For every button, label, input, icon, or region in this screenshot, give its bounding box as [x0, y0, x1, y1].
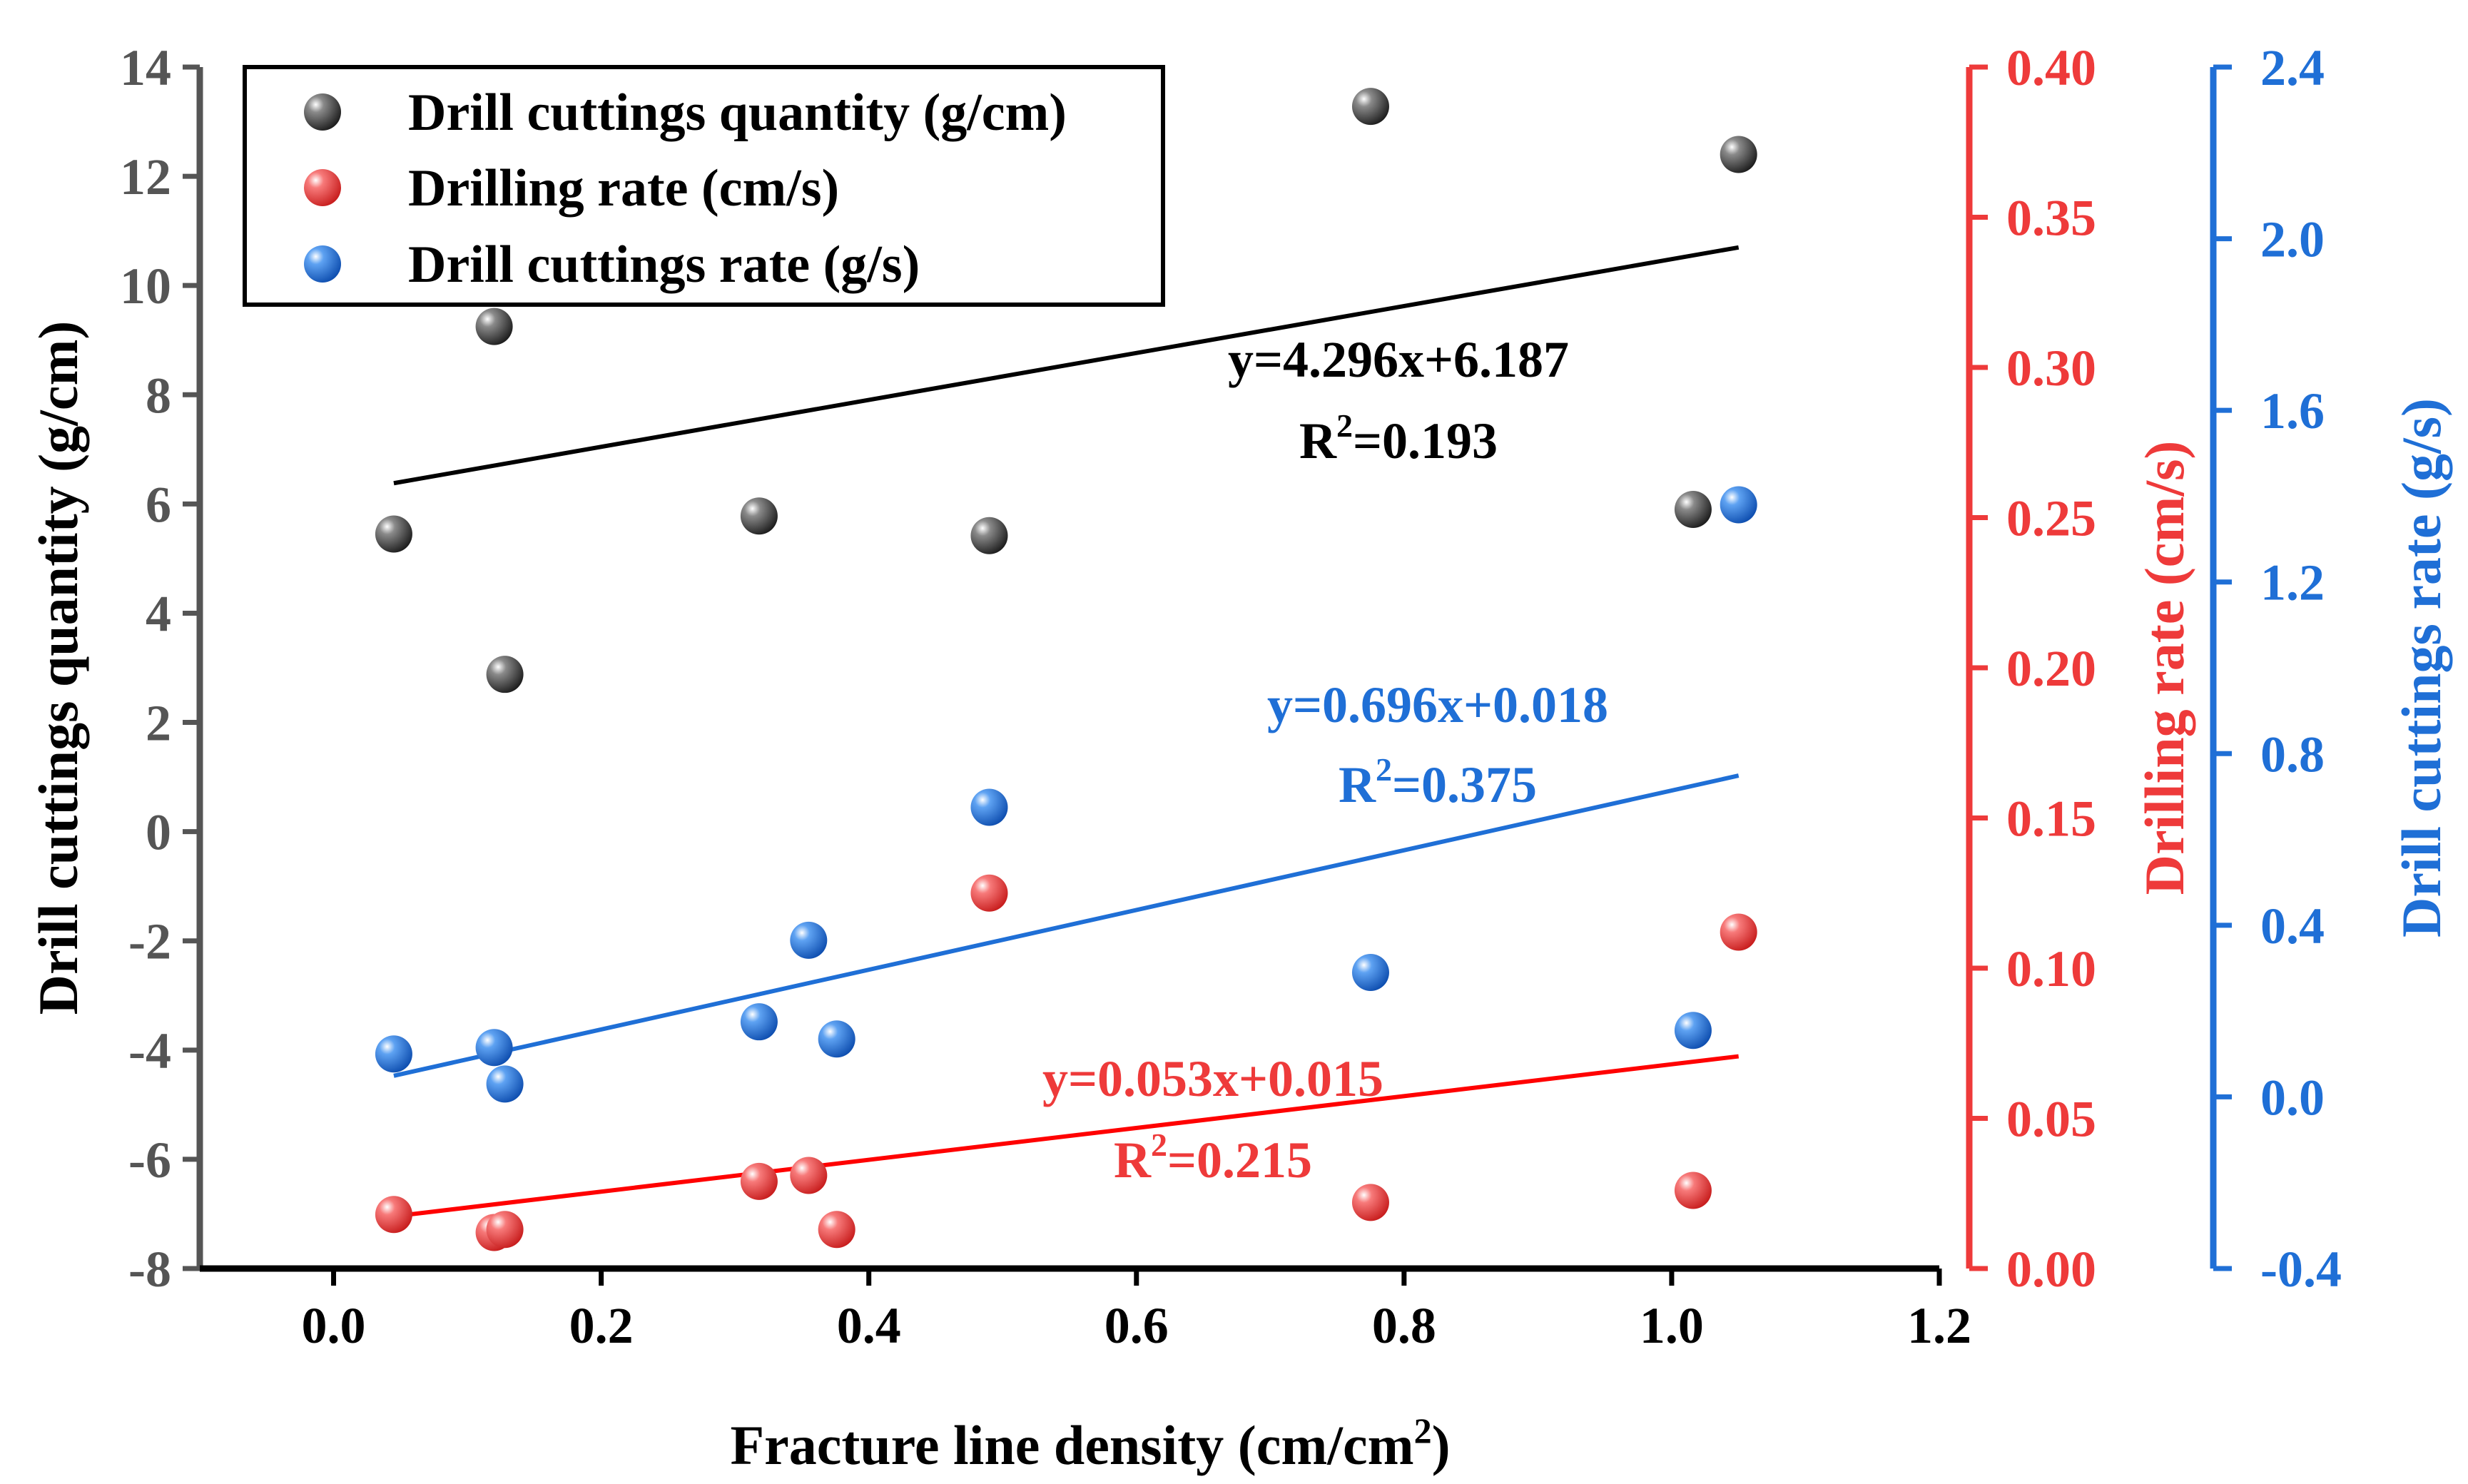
point-cuttings-rate [1720, 486, 1757, 524]
fit-equation-quantity: y=4.296x+6.187 [1228, 331, 1569, 388]
point-quantity [1674, 491, 1712, 529]
drilling-rate-tick-label: 0.25 [2006, 490, 2096, 547]
fit-lines [393, 245, 1740, 1219]
point-cuttings-rate [818, 1020, 855, 1058]
point-cuttings-rate [740, 1003, 778, 1041]
left-tick-label: 10 [120, 258, 171, 315]
x-tick-label: 0.2 [569, 1297, 634, 1354]
legend-label-quantity: Drill cuttings quantity (g/cm) [408, 83, 1067, 142]
point-drilling-rate [1674, 1172, 1712, 1209]
legend-label-drilling-rate: Drilling rate (cm/s) [408, 159, 839, 218]
point-cuttings-rate [475, 1029, 513, 1067]
right-axis-drilling-rate-label: Drilling rate (cm/s) [2133, 441, 2195, 895]
point-cuttings-rate [970, 788, 1008, 826]
x-tick-label: 0.6 [1104, 1297, 1169, 1354]
drilling-rate-tick-label: 0.05 [2006, 1091, 2096, 1148]
fit-r2-quantity: R2=0.193 [1299, 407, 1498, 469]
left-tick-label: 4 [146, 585, 171, 642]
x-axis-label: Fracture line density (cm/cm2) [730, 1411, 1450, 1476]
fit-r2-cuttings-rate: R2=0.375 [1339, 751, 1537, 813]
x-tick-label: 1.0 [1640, 1297, 1704, 1354]
left-tick-label: -6 [128, 1132, 171, 1189]
point-quantity [740, 497, 778, 535]
drilling-rate-tick-label: 0.35 [2006, 190, 2096, 247]
cuttings-rate-tick-label: 2.0 [2260, 211, 2325, 268]
x-tick-label: 1.2 [1907, 1297, 1971, 1354]
drilling-rate-tick-label: 0.10 [2006, 940, 2096, 997]
legend-marker-quantity [304, 93, 341, 131]
point-quantity [475, 308, 513, 345]
legend-label-cuttings-rate: Drill cuttings rate (g/s) [408, 235, 920, 294]
point-cuttings-rate [1351, 954, 1389, 992]
fit-equation-cuttings-rate: y=0.696x+0.018 [1267, 676, 1608, 733]
point-quantity [1351, 88, 1389, 126]
cuttings-rate-tick-label: 0.4 [2260, 898, 2325, 955]
cuttings-rate-tick-label: 2.4 [2260, 39, 2325, 96]
left-axis-ticks: -8 -6 -4 -2 0 2 4 6 8 10 12 14 [120, 39, 200, 1298]
point-cuttings-rate [1674, 1012, 1712, 1050]
fit-equation-drilling-rate: y=0.053x+0.015 [1042, 1050, 1383, 1107]
point-quantity [970, 517, 1008, 554]
fit-line-drilling-rate [393, 1054, 1740, 1219]
drilling-rate-tick-label: 0.20 [2006, 640, 2096, 697]
cuttings-rate-tick-label: 1.6 [2260, 382, 2325, 439]
legend-marker-drilling-rate [304, 169, 341, 206]
cuttings-rate-tick-label: 0.0 [2260, 1069, 2325, 1126]
right-axis-drilling-rate-ticks: 0.00 0.05 0.10 0.15 0.20 0.25 0.30 0.35 0.40 [1969, 39, 2096, 1298]
drilling-rate-tick-label: 0.40 [2006, 39, 2096, 96]
fit-r2-drilling-rate: R2=0.215 [1114, 1127, 1312, 1189]
left-axis-label: Drill cuttings quantity (g/cm) [27, 321, 89, 1015]
left-tick-label: -2 [128, 913, 171, 970]
left-tick-label: 8 [146, 367, 171, 424]
cuttings-rate-tick-label: -0.4 [2260, 1241, 2342, 1298]
drilling-rate-tick-label: 0.15 [2006, 791, 2096, 848]
left-tick-label: 12 [120, 148, 171, 205]
left-tick-label: 14 [120, 39, 171, 96]
legend-marker-cuttings-rate [304, 245, 341, 283]
legend: Drill cuttings quantity (g/cm) Drilling … [243, 65, 1165, 307]
point-cuttings-rate [375, 1035, 412, 1073]
cuttings-rate-tick-label: 0.8 [2260, 726, 2325, 783]
fit-line-cuttings-rate [393, 773, 1740, 1078]
point-cuttings-rate [486, 1065, 524, 1103]
point-quantity [375, 515, 412, 553]
x-tick-label: 0.8 [1372, 1297, 1436, 1354]
drilling-rate-tick-label: 0.30 [2006, 340, 2096, 397]
point-quantity [486, 656, 524, 693]
data-points [375, 88, 1757, 1251]
point-drilling-rate [818, 1211, 855, 1249]
left-tick-label: 6 [146, 476, 171, 533]
drilling-rate-tick-label: 0.00 [2006, 1241, 2096, 1298]
x-tick-label: 0.0 [302, 1297, 366, 1354]
point-drilling-rate [1720, 913, 1757, 951]
point-drilling-rate [1351, 1184, 1389, 1221]
left-tick-label: 2 [146, 695, 171, 752]
left-tick-label: 0 [146, 804, 171, 861]
left-tick-label: -8 [128, 1241, 171, 1298]
right-axis-cuttings-rate-ticks: -0.4 0.0 0.4 0.8 1.2 1.6 2.0 2.4 [2213, 39, 2342, 1298]
x-axis-ticks: 0.0 0.2 0.4 0.6 0.8 1.0 1.2 [302, 1269, 1971, 1354]
point-drilling-rate [790, 1157, 828, 1194]
point-drilling-rate [740, 1162, 778, 1200]
fit-line-quantity [393, 245, 1740, 486]
point-drilling-rate [375, 1196, 412, 1234]
legend-box [243, 65, 1165, 307]
right-axis-cuttings-rate-label: Drill cuttings rate (g/s) [2390, 398, 2452, 937]
left-tick-label: -4 [128, 1022, 171, 1079]
point-drilling-rate [970, 874, 1008, 912]
x-tick-label: 0.4 [837, 1297, 901, 1354]
point-drilling-rate [486, 1211, 524, 1249]
point-quantity [1720, 136, 1757, 173]
point-cuttings-rate [790, 921, 828, 959]
cuttings-rate-tick-label: 1.2 [2260, 554, 2325, 611]
